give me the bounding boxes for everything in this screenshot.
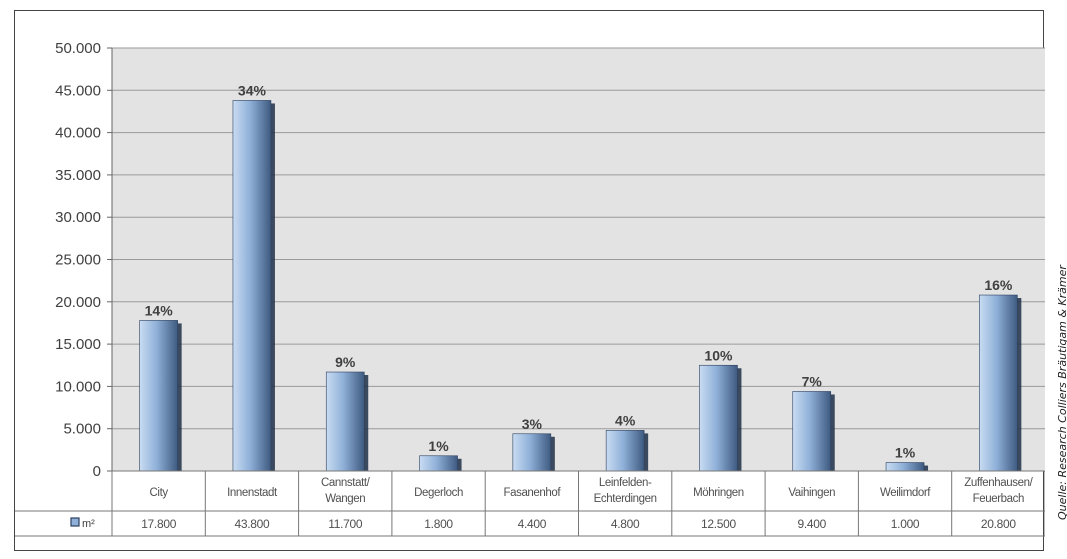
chart-frame: 0 5.000 10.000 15.000 20.000 25.000 30.000 35.0… [14,10,1045,551]
category-label: Zuffenhausen/Feuerbach [964,477,1033,505]
y-tick-label: 5.000 [63,421,101,438]
legend-swatch [70,517,80,527]
y-tick-label: 45.000 [55,82,101,99]
bar [512,433,552,472]
y-tick-label: 10.000 [55,378,101,395]
bar [139,320,178,472]
category-label-line: Echterdingen [594,493,657,505]
percent-label: 7% [802,373,823,389]
category-label-line: Cannstatt/ [321,477,371,489]
y-tick-label: 25.000 [55,252,101,269]
category-label-line: Wangen [325,493,365,505]
percent-label: 16% [984,277,1013,293]
table-value: 20.800 [981,517,1017,531]
table-value: 1.000 [891,517,920,531]
category-label-line: Feuerbach [973,493,1024,505]
bar [419,455,458,472]
percent-label: 3% [522,416,543,432]
category-label: Fasanenhof [503,487,561,499]
table-value: 4.800 [611,517,640,531]
bar [605,430,645,472]
bar [979,294,1018,472]
category-label: Leinfelden- Echterdingen [594,477,657,505]
table-value: 4.400 [518,517,547,531]
category-label: Degerloch [414,487,463,499]
table-value: 11.700 [328,517,363,531]
percent-label: 9% [335,354,356,370]
source-note: Quelle: Research Colliers Bräutigam & Kr… [1056,265,1067,520]
percent-label: 14% [145,302,174,318]
bar-chart: 0 5.000 10.000 15.000 20.000 25.000 30.000 35.0… [15,40,1045,537]
table-value: 1.800 [424,517,453,531]
bar [325,371,365,472]
legend-label: m² [82,518,95,530]
y-tick-label: 50.000 [55,40,101,57]
category-label: Innenstadt [227,487,278,499]
bar [699,364,738,472]
percent-label: 1% [895,445,916,461]
bar [232,100,272,472]
category-label: City [150,487,169,499]
category-label: Vaihingen [788,487,835,499]
category-label: Weilimdorf [880,487,931,499]
table-value: 9.400 [797,517,826,531]
bar [792,391,832,472]
y-tick-label: 30.000 [55,209,101,226]
category-label-line: Leinfelden- [599,477,652,489]
percent-label: 4% [615,412,636,428]
category-label: Cannstatt/Wangen [321,477,371,505]
percent-label: 34% [238,82,267,98]
table-value: 17.800 [141,517,177,531]
category-label: Möhringen [693,487,744,499]
table-value: 43.800 [234,517,270,531]
y-tick-label: 20.000 [55,294,101,311]
y-tick-label: 40.000 [55,125,101,142]
y-tick-label: 35.000 [55,167,101,184]
bar [885,462,925,472]
percent-label: 1% [428,438,449,454]
y-tick-label: 15.000 [55,336,101,353]
percent-label: 10% [704,347,733,363]
table-value: 12.500 [701,517,737,531]
y-tick-label: 0 [93,463,101,480]
category-label-line: Zuffenhausen/ [964,477,1033,489]
